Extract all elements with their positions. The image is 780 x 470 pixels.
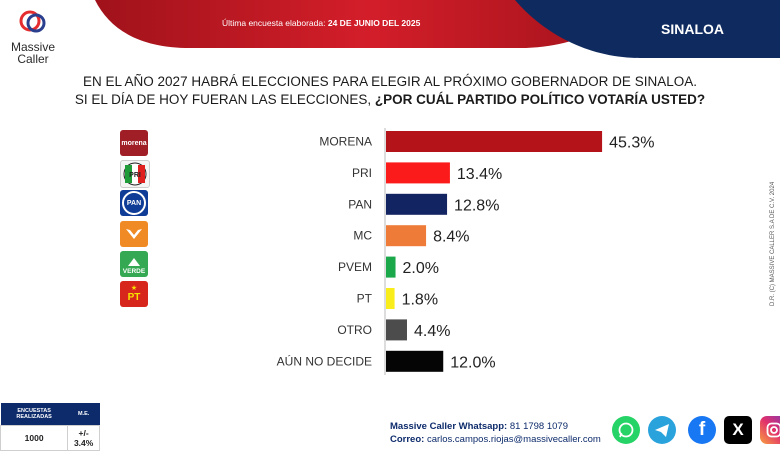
pri-logo-icon: PRI [120,160,150,188]
category-label: PAN [348,197,372,211]
survey-info-table: ENCUESTAS REALIZADAS M.E. 1000 +/- 3.4% [0,403,100,451]
pt-logo-icon: ★ PT [120,281,148,307]
facebook-icon[interactable]: f [688,416,716,444]
bar-value-label: 2.0% [403,260,439,277]
margin-error-header: M.E. [67,403,100,426]
pt-logo-text: PT [127,292,141,303]
email-address: carlos.campos.riojas@massivecaller.com [426,434,601,445]
category-label: MC [353,229,372,243]
x-icon[interactable]: X [724,416,752,444]
bar-value-label: 45.3% [609,135,654,152]
pan-logo-circle: PAN [122,191,146,215]
instagram-glyph-icon [766,422,780,438]
bar-value-label: 12.8% [454,197,499,214]
header-navy-shape [515,0,780,58]
bar [386,350,444,372]
survey-date: Última encuesta elaborada: 24 DE JUNIO D… [222,18,420,28]
verde-logo-icon: VERDE [120,251,148,277]
bar-value-label: 12.0% [450,354,495,371]
category-label: MORENA [319,135,372,149]
whatsapp-label: Massive Caller Whatsapp: [390,421,508,432]
category-label: PRI [352,166,372,180]
bar-value-label: 8.4% [433,229,469,246]
mc-eagle-icon [126,229,142,239]
survey-question: EN EL AÑO 2027 HABRÁ ELECCIONES PARA ELE… [0,73,780,109]
email-label: Correo: [390,434,425,445]
bar [386,131,603,152]
bar-value-label: 1.8% [402,292,438,309]
header-banner [95,0,780,58]
bar [386,193,448,215]
question-line1: EN EL AÑO 2027 HABRÁ ELECCIONES PARA ELE… [83,74,697,89]
bar [386,225,427,247]
pt-star-icon: ★ [130,285,138,292]
bar [386,162,450,184]
telegram-glyph-icon [655,424,669,437]
verde-toucan-icon [128,258,140,266]
morena-logo-text: morena [121,139,147,147]
margin-error-value: +/- 3.4% [67,425,100,451]
bar-value-label: 4.4% [414,323,450,340]
mc-logo-icon [120,221,148,247]
pan-logo-text: PAN [126,199,142,207]
category-label: OTRO [337,323,372,337]
region-label: SINALOA [661,21,724,37]
brand-logo: Massive Caller [2,8,64,65]
question-line2: SI EL DÍA DE HOY FUERAN LAS ELECCIONES, … [0,91,780,109]
instagram-icon[interactable] [760,416,780,444]
survey-date-label: Última encuesta elaborada: [222,18,326,28]
whatsapp-glyph-icon [618,422,634,438]
surveys-count-header: ENCUESTAS REALIZADAS [0,403,68,426]
pri-emblem-icon: PRI [123,162,147,186]
question-line2-bold: ¿POR CUÁL PARTIDO POLÍTICO VOTARÍA USTED… [374,92,706,107]
category-label: PT [357,292,373,306]
verde-logo-text: VERDE [122,268,146,275]
brand-logo-icon [19,10,46,33]
pan-logo-icon: PAN [120,190,148,216]
bar [386,256,396,278]
brand-name-line2: Caller [17,52,49,66]
whatsapp-icon[interactable] [612,416,640,444]
copyright-watermark: D.R. (C) MASSIVE CALLER S.A DE C.V. 2024 [770,181,776,306]
telegram-icon[interactable] [648,416,676,444]
bar-value-label: 13.4% [457,166,502,183]
category-label: AÚN NO DECIDE [277,353,372,368]
category-label: PVEM [338,260,372,274]
header-red-shape [95,0,640,48]
surveys-count-value: 1000 [0,425,69,451]
pri-emblem-text: PRI [129,172,141,179]
question-line2-plain: SI EL DÍA DE HOY FUERAN LAS ELECCIONES, [74,92,375,107]
whatsapp-number: 81 1798 1079 [509,421,568,432]
bar [386,319,407,341]
survey-date-value: 24 DE JUNIO DEL 2025 [327,18,421,28]
brand-name-line1: Massive [10,40,55,54]
bar [386,288,395,309]
contact-info: Massive Caller Whatsapp: 81 1798 1079 Co… [390,420,601,446]
morena-logo-icon: morena [120,130,148,156]
